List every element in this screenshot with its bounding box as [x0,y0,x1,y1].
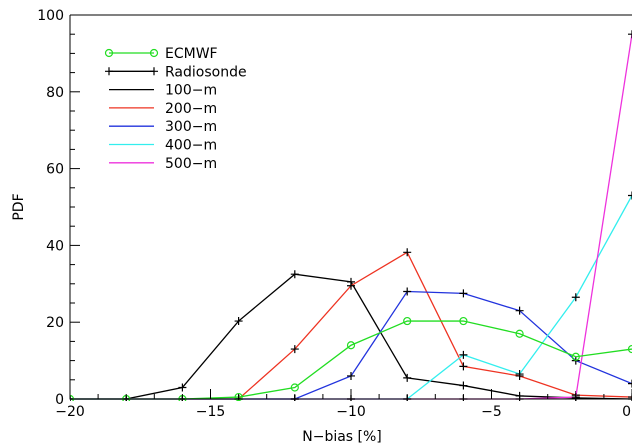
data-point-500-m-10 [628,30,632,39]
data-point-ecmwf-3 [234,392,243,401]
data-point-400-m-9 [571,293,580,302]
data-point-300-m-5 [347,371,355,380]
y-tick-label: 100 [37,8,64,24]
legend-item: Radiosonde [105,64,247,80]
data-point-200-m-4 [290,345,299,354]
x-tick-label: −5 [481,404,502,420]
data-point-400-m-8 [515,370,524,379]
data-point-ecmwf-5 [346,341,356,350]
legend-marker [149,48,159,58]
data-point-400-m-7 [459,350,468,359]
data-point-ecmwf-8 [515,329,524,338]
legend-label: 500−m [165,156,217,172]
legend-label: ECMWF [165,46,218,62]
data-point-ecmwf-7 [459,316,468,326]
legend-item: 100−m [109,83,217,99]
series-line-400-m [70,195,632,400]
legend-label: 300−m [165,119,217,135]
legend-label: Radiosonde [165,64,247,80]
x-tick-label: 0 [622,404,631,420]
data-point-200-m-5 [347,281,355,290]
legend-marker [104,48,114,58]
series-ecmwf [70,316,632,401]
legend-item: 200−m [109,101,217,117]
y-axis-label: PDF [11,193,27,220]
legend-item: 500−m [109,156,217,172]
data-point-100-m-3 [234,317,243,326]
data-point-ecmwf-10 [627,344,632,354]
data-point-300-m-10 [628,379,632,388]
legend-marker [105,67,113,76]
data-point-300-m-7 [459,289,468,298]
legend-label: 400−m [165,138,217,154]
data-point-100-m-6 [403,373,412,382]
data-point-300-m-6 [403,287,412,296]
series-layer [70,30,632,401]
series-line-ecmwf [70,320,632,400]
data-point-100-m-4 [290,270,299,279]
y-tick-label: 80 [46,85,64,101]
legend-item: 400−m [109,138,217,154]
data-point-100-m-7 [459,381,468,390]
x-tick-label: −20 [55,404,85,420]
legend-marker [150,67,158,76]
y-tick-label: 20 [46,315,64,331]
legend: ECMWF Radiosonde 100−m 200−m 300−m 400−m 500−m [104,46,247,172]
data-point-200-m-10 [628,393,632,401]
series-line-500-m [70,34,632,400]
data-point-ecmwf-9 [571,352,580,361]
legend-item: ECMWF [104,46,218,62]
data-point-400-m-10 [628,191,632,200]
data-point-ecmwf-4 [290,383,299,392]
series-200-m [70,248,632,401]
series-400-m [70,191,632,401]
data-point-200-m-7 [459,362,468,371]
y-tick-label: 40 [46,238,64,254]
legend-label: 100−m [165,83,217,99]
legend-label: 200−m [165,101,217,117]
legend-item: 300−m [109,119,217,135]
x-axis-label: N−bias [%] [302,429,382,445]
data-point-300-m-8 [515,306,524,315]
x-tick-label: −10 [336,404,366,420]
data-point-100-m-2 [178,383,187,392]
data-point-200-m-6 [403,248,412,257]
y-tick-label: 60 [46,162,64,178]
x-tick-label: −15 [196,404,226,420]
data-point-ecmwf-6 [403,316,412,326]
y-tick-label: 0 [55,392,64,408]
axes-layer: 0 20 40 60 80 100 −20 −15 −10 −5 0 [37,8,632,420]
